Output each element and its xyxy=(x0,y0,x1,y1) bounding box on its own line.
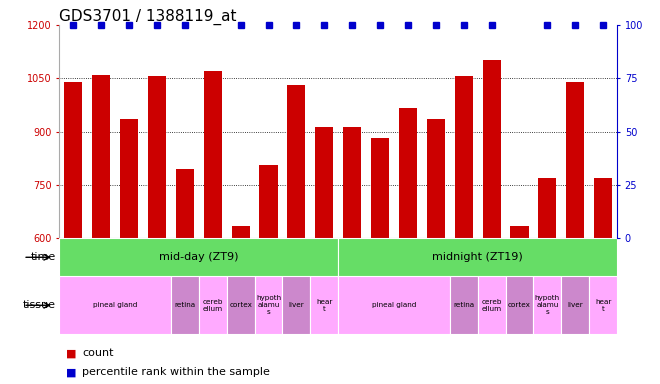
Bar xyxy=(533,276,561,334)
Bar xyxy=(171,276,199,334)
Bar xyxy=(176,169,194,238)
Bar xyxy=(338,276,450,334)
Text: retina: retina xyxy=(174,302,195,308)
Text: hypoth
alamu
s: hypoth alamu s xyxy=(256,295,281,315)
Bar xyxy=(255,276,282,334)
Bar xyxy=(282,276,310,334)
Bar xyxy=(506,276,533,334)
Bar xyxy=(478,276,506,334)
Bar xyxy=(589,276,617,334)
Bar xyxy=(343,127,361,238)
Text: ■: ■ xyxy=(66,367,77,377)
Bar xyxy=(561,276,589,334)
Text: GDS3701 / 1388119_at: GDS3701 / 1388119_at xyxy=(59,9,237,25)
Bar xyxy=(338,238,617,276)
Bar xyxy=(92,75,110,238)
Bar xyxy=(204,71,222,238)
Text: liver: liver xyxy=(288,302,304,308)
Bar xyxy=(455,76,473,238)
Bar xyxy=(539,178,556,238)
Bar xyxy=(594,178,612,238)
Bar xyxy=(227,276,255,334)
Bar xyxy=(371,138,389,238)
Bar xyxy=(64,82,82,238)
Bar xyxy=(232,226,249,238)
Bar xyxy=(310,276,338,334)
Text: hear
t: hear t xyxy=(595,299,611,312)
Bar xyxy=(510,226,529,238)
Text: cereb
ellum: cereb ellum xyxy=(203,299,223,312)
Text: ■: ■ xyxy=(66,348,77,358)
Bar xyxy=(287,85,306,238)
Text: retina: retina xyxy=(453,302,475,308)
Text: percentile rank within the sample: percentile rank within the sample xyxy=(82,367,271,377)
Text: count: count xyxy=(82,348,114,358)
Bar xyxy=(450,276,478,334)
Text: mid-day (ZT9): mid-day (ZT9) xyxy=(159,252,238,262)
Text: pineal gland: pineal gland xyxy=(93,302,137,308)
Bar xyxy=(427,119,445,238)
Bar xyxy=(315,127,333,238)
Text: cortex: cortex xyxy=(508,302,531,308)
Bar xyxy=(59,276,171,334)
Text: pineal gland: pineal gland xyxy=(372,302,416,308)
Text: liver: liver xyxy=(568,302,583,308)
Text: cortex: cortex xyxy=(229,302,252,308)
Text: midnight (ZT19): midnight (ZT19) xyxy=(432,252,523,262)
Text: cereb
ellum: cereb ellum xyxy=(481,299,502,312)
Text: tissue: tissue xyxy=(23,300,56,310)
Bar xyxy=(120,119,138,238)
Bar xyxy=(259,165,278,238)
Bar xyxy=(148,76,166,238)
Bar xyxy=(59,238,338,276)
Bar xyxy=(482,61,501,238)
Bar xyxy=(566,82,584,238)
Text: time: time xyxy=(31,252,56,262)
Text: hypoth
alamu
s: hypoth alamu s xyxy=(535,295,560,315)
Text: hear
t: hear t xyxy=(316,299,333,312)
Bar xyxy=(399,108,417,238)
Bar xyxy=(199,276,227,334)
